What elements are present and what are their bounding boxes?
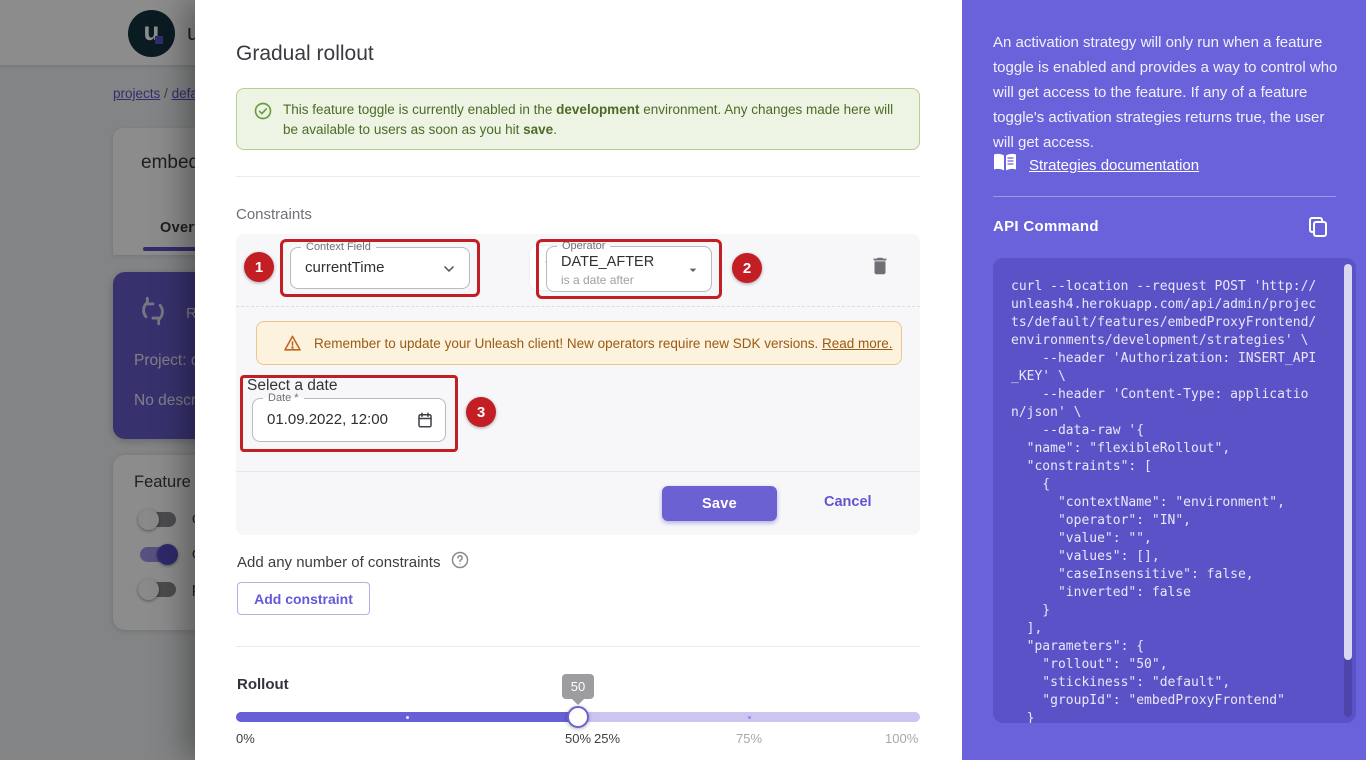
breadcrumb-projects-link[interactable]: projects <box>113 86 161 101</box>
code-scrollbar-thumb[interactable] <box>1344 264 1352 660</box>
copy-command-button[interactable] <box>1304 214 1332 242</box>
slider-thumb[interactable] <box>567 706 589 728</box>
operator-value: DATE_AFTER <box>561 254 655 270</box>
curl-command: curl --location --request POST 'http:// … <box>1011 279 1317 723</box>
date-input-label: Date * <box>263 392 304 405</box>
active-tab-indicator <box>143 247 243 251</box>
strategy-info-sidebar: An activation strategy will only run whe… <box>962 0 1366 760</box>
strategies-documentation-link[interactable]: Strategies documentation <box>1029 157 1200 174</box>
constraint-editor-card: 1 Context Field currentTime <box>236 234 920 535</box>
operator-label: Operator <box>557 240 611 253</box>
slider-value-tooltip: 50 <box>562 674 594 699</box>
toggle-switch-off[interactable] <box>138 578 176 600</box>
help-icon[interactable] <box>450 550 470 574</box>
date-input[interactable]: Date * 01.09.2022, 12:00 <box>252 392 446 442</box>
check-circle-icon <box>253 101 273 126</box>
panel-title: Gradual rollout <box>236 42 374 65</box>
strategy-drawer: Gradual rollout This feature toggle is c… <box>195 0 1366 760</box>
book-icon <box>993 153 1017 178</box>
trash-icon <box>869 255 891 282</box>
api-command-code-block: curl --location --request POST 'http:// … <box>993 258 1356 723</box>
rollout-slider[interactable] <box>236 706 920 728</box>
env-name-bold: development <box>556 102 640 117</box>
unleash-logo-icon[interactable]: u <box>128 10 175 57</box>
docs-link-row: Strategies documentation <box>993 153 1199 178</box>
footer-divider <box>236 471 920 472</box>
api-command-heading: API Command <box>993 218 1099 235</box>
sidebar-divider <box>993 196 1336 197</box>
slider-tick-25 <box>406 715 409 719</box>
strategy-description: An activation strategy will only run whe… <box>993 34 1338 151</box>
sdk-warning-alert: Remember to update your Unleash client! … <box>256 321 902 365</box>
annotation-circle-2: 2 <box>732 253 762 283</box>
toggle-switch-on[interactable] <box>140 543 178 565</box>
constraints-section-label: Constraints <box>236 206 312 223</box>
add-constraints-caption: Add any number of constraints <box>237 550 470 574</box>
warning-triangle-icon <box>283 334 302 353</box>
context-field-value: currentTime <box>305 259 385 276</box>
save-word-bold: save <box>523 122 554 137</box>
breadcrumb-separator: / <box>164 86 168 101</box>
arrow-dropdown-icon <box>685 262 701 283</box>
rollout-label: Rollout <box>237 676 289 693</box>
divider <box>236 176 920 177</box>
operator-select[interactable]: Operator DATE_AFTER is a date after <box>546 240 712 292</box>
logo-square-accent <box>155 36 163 44</box>
read-more-link[interactable]: Read more. <box>822 335 893 351</box>
annotation-circle-1: 1 <box>244 252 274 282</box>
delete-constraint-button[interactable] <box>864 252 896 284</box>
release-type-icon <box>136 294 170 333</box>
toggle-switch-off[interactable] <box>138 508 176 530</box>
slider-label-50: 50% <box>565 731 592 746</box>
slider-label-25: 25% <box>594 731 621 746</box>
date-input-value: 01.09.2022, 12:00 <box>267 411 388 428</box>
context-field-select[interactable]: Context Field currentTime <box>290 241 470 289</box>
success-alert-text: This feature toggle is currently enabled… <box>283 102 894 137</box>
gradual-rollout-panel: Gradual rollout This feature toggle is c… <box>195 0 962 760</box>
slider-tick-75 <box>748 715 751 719</box>
save-button[interactable]: Save <box>662 486 777 521</box>
date-section-heading: Select a date <box>247 377 338 394</box>
success-alert: This feature toggle is currently enabled… <box>236 88 920 150</box>
chevron-down-icon <box>441 261 457 282</box>
code-scrollbar[interactable] <box>1344 264 1352 717</box>
slider-label-75: 75% <box>736 731 763 746</box>
copy-icon <box>1306 216 1330 242</box>
cancel-button[interactable]: Cancel <box>824 494 872 510</box>
annotation-circle-3: 3 <box>466 397 496 427</box>
slider-label-100: 100% <box>885 731 919 746</box>
divider <box>236 646 920 647</box>
operator-description: is a date after <box>561 273 634 287</box>
add-constraint-button[interactable]: Add constraint <box>237 582 370 615</box>
context-field-label: Context Field <box>301 241 376 254</box>
slider-label-0: 0% <box>236 731 255 746</box>
calendar-icon[interactable] <box>416 411 434 434</box>
warning-text: Remember to update your Unleash client! … <box>314 335 893 351</box>
dashed-divider <box>236 306 920 307</box>
